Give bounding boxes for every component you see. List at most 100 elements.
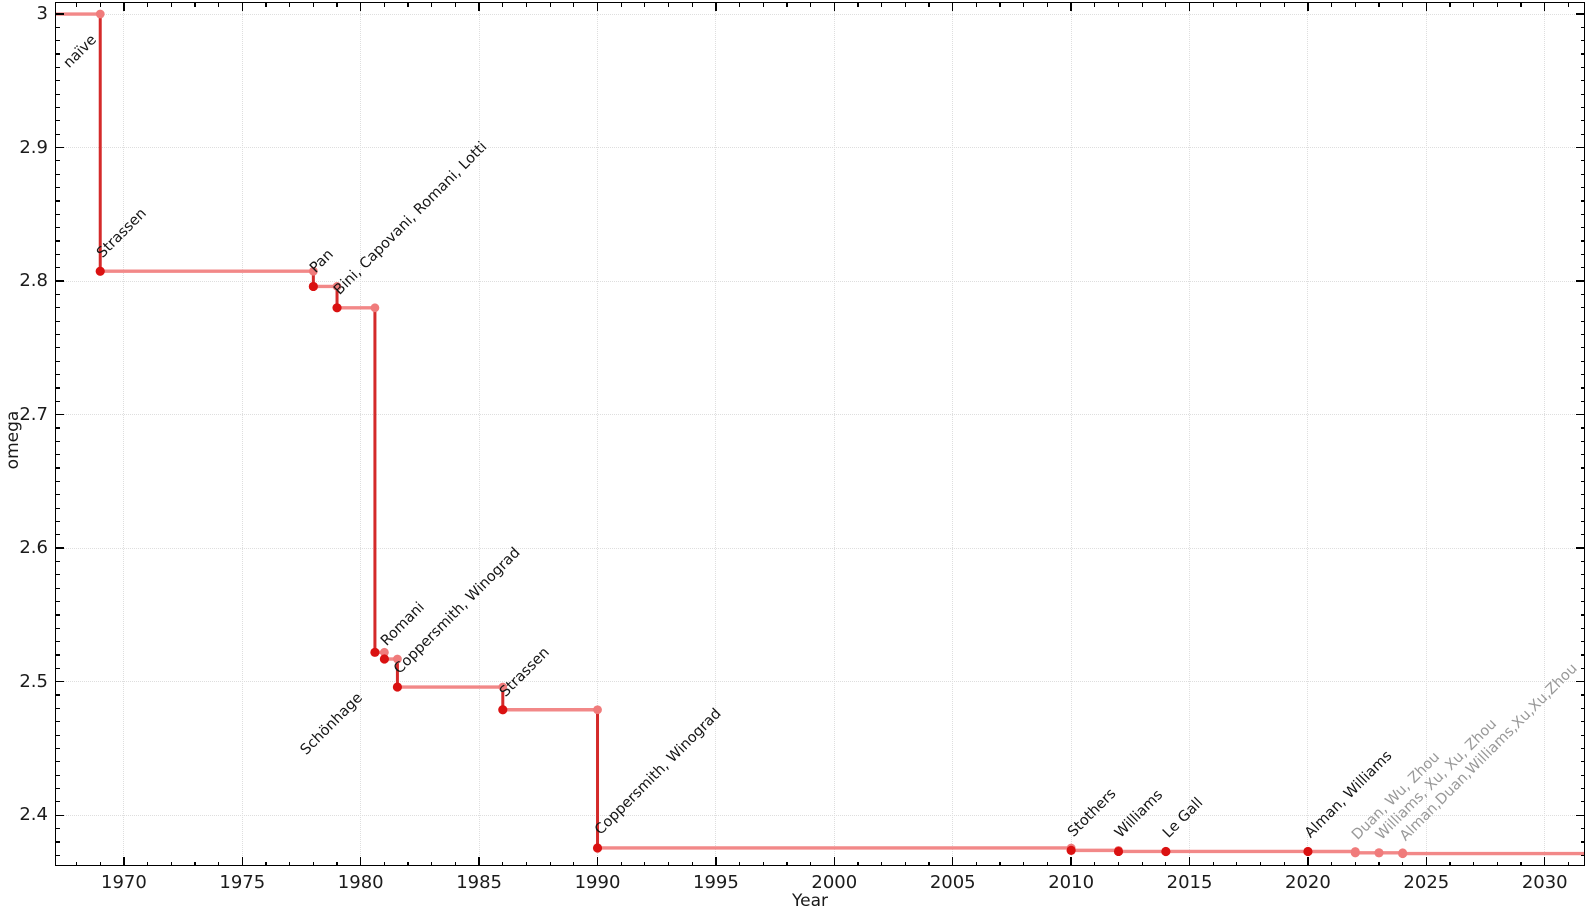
x-minor-tick bbox=[75, 861, 78, 866]
y-minor-tick-right bbox=[1580, 200, 1585, 202]
gridline-vertical bbox=[1070, 2, 1072, 866]
x-minor-tick bbox=[928, 861, 930, 866]
y-minor-tick-right bbox=[1580, 614, 1585, 616]
y-tick-label: 3 bbox=[36, 3, 48, 25]
x-minor-tick-top bbox=[928, 2, 930, 7]
y-minor-tick-right bbox=[1580, 520, 1585, 523]
x-minor-tick-top bbox=[99, 2, 101, 7]
x-major-tick-top bbox=[1307, 2, 1309, 11]
data-point-previous-value bbox=[498, 682, 508, 692]
y-minor-tick bbox=[55, 347, 60, 349]
x-minor-tick-top bbox=[1354, 2, 1356, 7]
y-minor-tick bbox=[55, 240, 60, 242]
y-minor-tick bbox=[55, 627, 60, 629]
x-minor-tick bbox=[99, 861, 101, 866]
y-minor-tick-right bbox=[1580, 240, 1585, 242]
x-minor-tick bbox=[620, 861, 622, 866]
y-minor-tick-right bbox=[1580, 160, 1585, 162]
x-minor-tick bbox=[667, 861, 670, 866]
data-point-previous-value bbox=[370, 303, 380, 313]
x-minor-tick-top bbox=[502, 2, 504, 7]
data-point-previous-value bbox=[332, 282, 342, 291]
x-minor-tick-top bbox=[1567, 2, 1569, 7]
y-minor-tick bbox=[55, 734, 60, 736]
x-minor-tick-top bbox=[904, 2, 906, 7]
x-minor-tick bbox=[218, 861, 220, 866]
data-point-new-value bbox=[1350, 848, 1360, 858]
x-minor-tick bbox=[170, 861, 172, 866]
x-major-tick bbox=[1307, 857, 1309, 866]
gridline-horizontal bbox=[55, 280, 1585, 282]
x-minor-tick bbox=[739, 861, 741, 866]
y-major-tick bbox=[55, 413, 64, 416]
x-major-tick-top bbox=[123, 2, 125, 11]
y-minor-tick-right bbox=[1580, 747, 1585, 750]
plot-area: naïve Strassen Pan Bini, Capovani, Romani, … bbox=[55, 2, 1585, 866]
y-tick-label: 2.4 bbox=[19, 804, 48, 826]
y-minor-tick bbox=[55, 333, 60, 336]
y-minor-tick bbox=[55, 53, 60, 55]
y-minor-tick-right bbox=[1580, 267, 1585, 269]
y-minor-tick bbox=[55, 587, 60, 589]
x-minor-tick bbox=[1023, 861, 1025, 866]
y-minor-tick bbox=[55, 841, 60, 843]
x-minor-tick bbox=[999, 861, 1001, 866]
y-minor-tick bbox=[55, 600, 60, 603]
x-minor-tick bbox=[1449, 861, 1451, 866]
x-minor-tick-top bbox=[1236, 2, 1238, 7]
gridline-vertical bbox=[833, 2, 835, 866]
data-point-previous-value bbox=[379, 647, 389, 657]
y-minor-tick-right bbox=[1580, 654, 1585, 656]
x-tick-label: 2000 bbox=[811, 872, 858, 893]
gridline-horizontal bbox=[55, 13, 1585, 15]
x-major-tick-top bbox=[715, 2, 717, 11]
x-minor-tick-top bbox=[336, 2, 338, 7]
y-minor-tick bbox=[55, 40, 60, 42]
x-minor-tick-top bbox=[549, 2, 551, 7]
y-minor-tick-right bbox=[1580, 734, 1585, 736]
x-minor-tick-top bbox=[1212, 2, 1214, 7]
y-minor-tick-right bbox=[1580, 694, 1585, 696]
x-minor-tick-top bbox=[1473, 2, 1475, 7]
y-major-tick bbox=[55, 547, 64, 549]
y-minor-tick bbox=[55, 467, 60, 469]
y-minor-tick-right bbox=[1580, 721, 1585, 723]
x-major-tick bbox=[359, 857, 362, 866]
x-minor-tick-top bbox=[1449, 2, 1451, 7]
x-minor-tick-top bbox=[620, 2, 622, 7]
x-axis-title: Year bbox=[792, 891, 828, 911]
y-minor-tick bbox=[55, 93, 60, 95]
y-minor-tick bbox=[55, 160, 60, 162]
y-minor-tick bbox=[55, 654, 60, 656]
x-minor-tick bbox=[1259, 861, 1262, 866]
gridline-vertical bbox=[952, 2, 954, 866]
x-minor-tick bbox=[1378, 861, 1380, 866]
x-tick-label: 2030 bbox=[1521, 872, 1568, 893]
y-minor-tick bbox=[55, 360, 60, 362]
y-minor-tick bbox=[55, 106, 60, 109]
y-minor-tick-right bbox=[1580, 80, 1585, 82]
x-minor-tick bbox=[1354, 861, 1356, 866]
x-minor-tick-top bbox=[312, 2, 314, 7]
x-minor-tick bbox=[289, 861, 291, 866]
x-minor-tick-top bbox=[1117, 2, 1120, 7]
x-minor-tick bbox=[525, 861, 528, 866]
x-minor-tick-top bbox=[881, 2, 883, 7]
y-minor-tick-right bbox=[1580, 400, 1585, 402]
x-minor-tick bbox=[1094, 861, 1096, 866]
y-minor-tick-right bbox=[1580, 333, 1585, 336]
step-series bbox=[55, 9, 1585, 859]
gridline-vertical bbox=[1307, 2, 1309, 866]
x-minor-tick bbox=[502, 861, 504, 866]
x-major-tick bbox=[596, 857, 599, 866]
y-minor-tick-right bbox=[1580, 373, 1585, 376]
x-minor-tick bbox=[265, 861, 267, 866]
y-major-tick-right bbox=[1576, 146, 1585, 149]
x-minor-tick-top bbox=[454, 2, 457, 7]
y-major-tick bbox=[55, 13, 64, 15]
y-minor-tick bbox=[55, 293, 60, 296]
gridline-vertical bbox=[478, 2, 480, 866]
y-minor-tick bbox=[55, 387, 60, 389]
x-minor-tick bbox=[904, 861, 906, 866]
